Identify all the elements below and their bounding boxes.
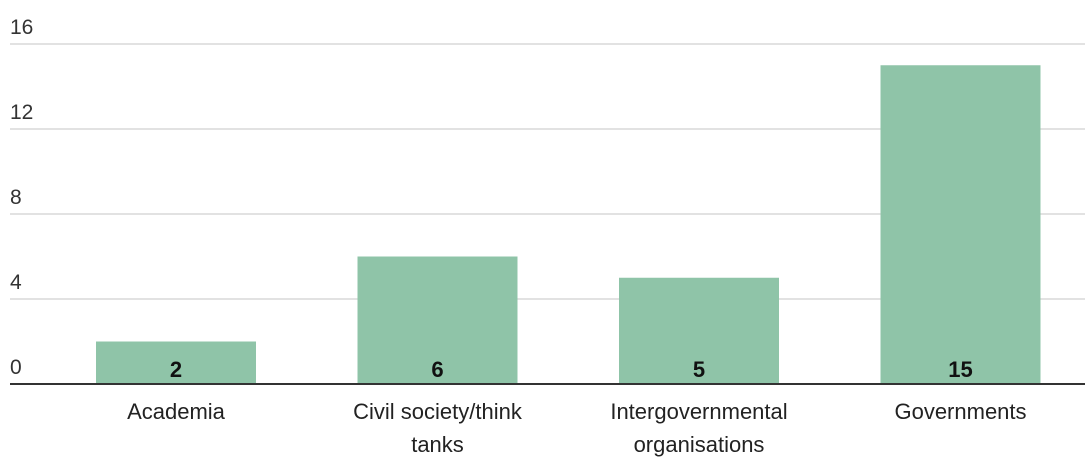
y-tick-label: 4: [10, 271, 22, 294]
y-tick-label: 16: [10, 16, 33, 39]
bar: [619, 277, 779, 384]
x-category-label: Civil society/think: [353, 399, 523, 424]
bar-value-label: 15: [948, 357, 972, 382]
bar-value-label: 5: [693, 357, 705, 382]
bar: [96, 341, 256, 384]
x-category-label: tanks: [411, 432, 464, 457]
x-category-label: organisations: [634, 432, 765, 457]
y-tick-label: 8: [10, 186, 22, 209]
x-category-label: Governments: [894, 399, 1026, 424]
y-tick-label: 0: [10, 356, 22, 379]
bar-value-label: 2: [170, 357, 182, 382]
bar-value-label: 6: [431, 357, 443, 382]
bar: [357, 256, 518, 384]
x-category-label: Academia: [127, 399, 226, 424]
bar: [880, 65, 1041, 384]
y-tick-label: 12: [10, 101, 33, 124]
x-category-label: Intergovernmental: [610, 399, 787, 424]
